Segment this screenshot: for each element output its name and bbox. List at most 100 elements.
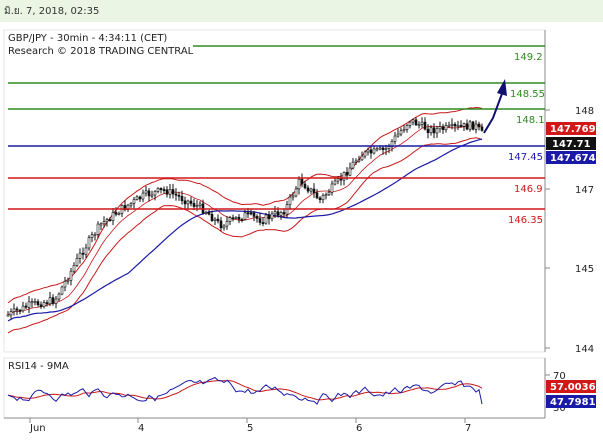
candle-body xyxy=(315,192,319,199)
candle-body xyxy=(429,127,433,134)
candle-body xyxy=(156,188,160,192)
candle-body xyxy=(144,190,148,194)
candle-body xyxy=(375,148,379,151)
candle-body xyxy=(30,301,34,304)
candle-body xyxy=(72,265,76,272)
price-panel-frame xyxy=(3,29,546,353)
level-label: 147.45 xyxy=(508,152,543,163)
candle-body xyxy=(459,125,463,127)
candle-body xyxy=(78,252,82,259)
candle-body xyxy=(138,196,142,200)
candle-body xyxy=(318,197,322,201)
candle-body xyxy=(48,297,52,305)
price-tag-label: 147.674 xyxy=(550,153,596,164)
price-tag-black: 147.71 xyxy=(546,137,596,150)
level-lines: 149.2 148.55 148.1 147.45 146.9 146.35 xyxy=(8,45,545,226)
candle-body xyxy=(63,280,67,288)
rsi-line xyxy=(7,376,483,405)
level-label: 146.9 xyxy=(514,184,543,195)
candle-body xyxy=(252,212,256,217)
candle-body xyxy=(45,302,49,305)
rsi-tag-blue: 47.7981 xyxy=(546,395,596,408)
candle-body xyxy=(114,212,118,215)
candle-body xyxy=(378,147,382,150)
candle-body xyxy=(291,195,295,198)
candle-body xyxy=(87,237,91,249)
candle-body xyxy=(249,212,253,215)
y-tick-label: 144 xyxy=(575,344,594,355)
candle-body xyxy=(60,286,64,295)
candle-body xyxy=(372,148,376,154)
candle-body xyxy=(18,309,22,312)
bollinger-lower xyxy=(7,137,483,334)
rsi-tag-label: 47.7981 xyxy=(550,397,596,408)
candle-body xyxy=(270,213,274,220)
candle-body xyxy=(150,194,154,197)
candle-body xyxy=(339,178,343,181)
candle-body xyxy=(333,180,337,185)
candle-body xyxy=(204,212,208,214)
candle-body xyxy=(27,301,31,308)
candle-body xyxy=(108,219,112,222)
candle-body xyxy=(273,211,277,215)
candle-body xyxy=(246,212,250,215)
rsi-tag-label: 57.0036 xyxy=(550,382,596,393)
candle-body xyxy=(366,149,370,153)
candle-body xyxy=(228,217,232,222)
y-tick-label: 147 xyxy=(575,185,594,196)
candle-body xyxy=(426,128,430,134)
candle-body xyxy=(165,189,169,195)
candle-body xyxy=(438,126,442,130)
chart-subtitle: Research © 2018 TRADING CENTRAL xyxy=(8,46,194,57)
candle-body xyxy=(159,188,163,190)
candle-body xyxy=(324,194,328,197)
candle-body xyxy=(237,216,241,220)
candle-body xyxy=(33,301,37,304)
candle-body xyxy=(345,172,349,176)
price-tag-label: 147.769 xyxy=(550,124,596,135)
candle-body xyxy=(216,218,220,222)
candle-body xyxy=(357,159,361,162)
candle-body xyxy=(474,123,478,130)
candle-body xyxy=(141,192,145,200)
candle-body xyxy=(255,216,259,219)
candle-body xyxy=(75,257,79,266)
candle-body xyxy=(24,305,28,308)
candle-body xyxy=(342,172,346,181)
candle-body xyxy=(267,214,271,220)
candle-body xyxy=(171,189,175,195)
candle-body xyxy=(84,247,88,255)
candle-body xyxy=(51,297,55,304)
candle-body xyxy=(96,223,100,235)
candle-body xyxy=(300,178,304,185)
candle-body xyxy=(456,125,460,127)
level-label: 149.2 xyxy=(514,52,543,63)
candle-body xyxy=(129,203,133,206)
candle-body xyxy=(435,128,439,134)
candle-body xyxy=(105,219,109,222)
candle-body xyxy=(135,196,139,200)
candle-body xyxy=(282,212,286,215)
candle-body xyxy=(168,189,172,195)
candle-body xyxy=(396,133,400,137)
candle-body xyxy=(447,124,451,127)
candle-body xyxy=(321,195,325,201)
candle-body xyxy=(348,167,352,176)
candle-body xyxy=(417,124,421,126)
candle-body xyxy=(462,123,466,127)
candle-body xyxy=(279,212,283,216)
candle-body xyxy=(219,220,223,229)
candle-body xyxy=(276,211,280,216)
candle-body xyxy=(336,178,340,182)
candle-body xyxy=(369,149,373,154)
candle-body xyxy=(294,188,298,197)
date-label: มิ.ย. 7, 2018, 02:35 xyxy=(4,6,100,17)
x-tick-label: 5 xyxy=(247,423,253,434)
candle-body xyxy=(411,119,415,123)
candle-body xyxy=(42,302,46,307)
candle-body xyxy=(54,298,58,304)
candle-body xyxy=(153,191,157,196)
x-tick-label: 7 xyxy=(465,423,471,434)
price-tag-label: 147.71 xyxy=(552,139,591,150)
rsi-lines xyxy=(7,376,483,405)
